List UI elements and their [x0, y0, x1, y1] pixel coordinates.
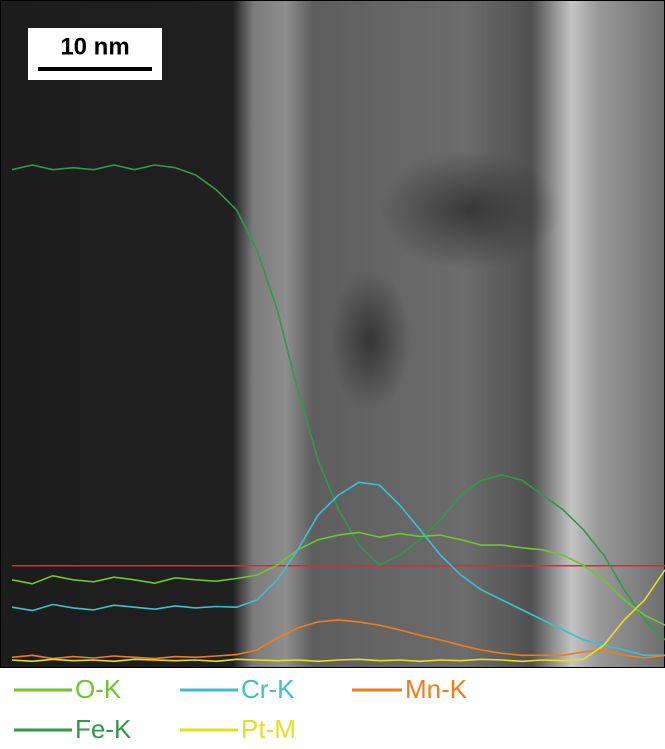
scale-bar-label: 10 nm	[60, 33, 129, 60]
scale-bar	[38, 67, 152, 71]
legend-label: Mn-K	[405, 674, 468, 704]
micrograph: 10 nm	[1, 1, 665, 668]
legend-label: Fe-K	[75, 714, 132, 744]
chart: 10 nm O-K Cr-K Mn-K Fe-K Pt-M	[0, 0, 665, 749]
legend-label: O-K	[75, 674, 122, 704]
legend-label: Cr-K	[241, 674, 295, 704]
legend-label: Pt-M	[241, 714, 296, 744]
image-feature	[330, 270, 410, 410]
image-feature	[380, 150, 560, 270]
